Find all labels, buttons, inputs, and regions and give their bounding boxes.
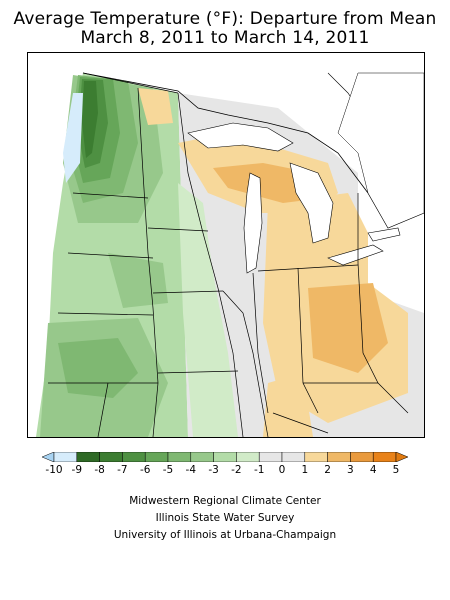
- credit-line-1: Midwestern Regional Climate Center: [129, 495, 321, 507]
- legend-color-swatch: [213, 452, 237, 462]
- temperature-departure-map: [27, 52, 425, 438]
- color-scale-legend: [42, 452, 408, 462]
- legend-tick-label: -6: [139, 464, 151, 476]
- legend-color-swatch: [190, 452, 214, 462]
- legend-color-swatch: [122, 452, 146, 462]
- legend-right-arrow: [395, 452, 408, 462]
- legend-tick-label: -1: [253, 464, 265, 476]
- legend-tick-label: -2: [231, 464, 242, 476]
- legend-tick-label: -8: [94, 464, 105, 476]
- legend-tick-label: 3: [347, 464, 354, 476]
- legend-color-swatch: [76, 452, 100, 462]
- credit-line-3: University of Illinois at Urbana-Champai…: [113, 529, 337, 541]
- legend-tick-label: 4: [369, 464, 377, 476]
- lake-superior: [187, 122, 294, 152]
- legend-color-swatch: [372, 452, 397, 462]
- legend-tick-label: 2: [324, 464, 331, 476]
- map-title: Average Temperature (°F): Departure from…: [13, 9, 437, 29]
- legend-tick-label: 1: [301, 464, 309, 476]
- legend-color-swatch: [53, 452, 78, 462]
- legend-tick-label: -10: [45, 464, 63, 476]
- legend-tick-label: 0: [278, 464, 286, 476]
- legend-tick-labels: -10 -9 -8 -7 -6 -5 -4 -3 -2 -1 0 1 2 3 4 5: [0, 464, 450, 478]
- legend-color-swatch: [350, 452, 374, 462]
- legend-left-arrow: [42, 452, 55, 462]
- legend-color-swatch: [327, 452, 351, 462]
- map-white-northeast: [337, 72, 424, 229]
- map-region-pale-green: [178, 183, 238, 437]
- map-region-warm-ne-minnesota: [138, 88, 173, 125]
- legend-color-swatch: [144, 452, 169, 462]
- legend-tick-label: -7: [117, 464, 128, 476]
- legend-color-swatch: [258, 452, 283, 462]
- legend-color-swatch: [281, 452, 306, 462]
- map-region-warm-south: [263, 373, 313, 437]
- map-region-blue-corner: [63, 93, 83, 183]
- credit-line-2: Illinois State Water Survey: [155, 512, 295, 524]
- legend-tick-label: -5: [162, 464, 174, 476]
- legend-tick-label: 5: [392, 464, 400, 476]
- map-date-range: March 8, 2011 to March 14, 2011: [80, 28, 370, 48]
- state-borders: [48, 72, 409, 437]
- map-region-warm-ohio: [308, 283, 388, 373]
- legend-tick-label: -9: [71, 464, 83, 476]
- legend-color-swatch: [236, 452, 260, 462]
- lake-michigan: [243, 172, 263, 274]
- legend-color-swatch: [304, 452, 328, 462]
- legend-color-swatch: [167, 452, 192, 462]
- map-region-green-mid: [108, 253, 168, 308]
- lake-huron: [289, 162, 334, 244]
- legend-tick-label: -4: [185, 464, 197, 476]
- lake-ontario: [367, 227, 401, 242]
- legend-color-swatch: [99, 452, 123, 462]
- legend-tick-label: -3: [208, 464, 219, 476]
- map-region-green-5: [82, 81, 98, 158]
